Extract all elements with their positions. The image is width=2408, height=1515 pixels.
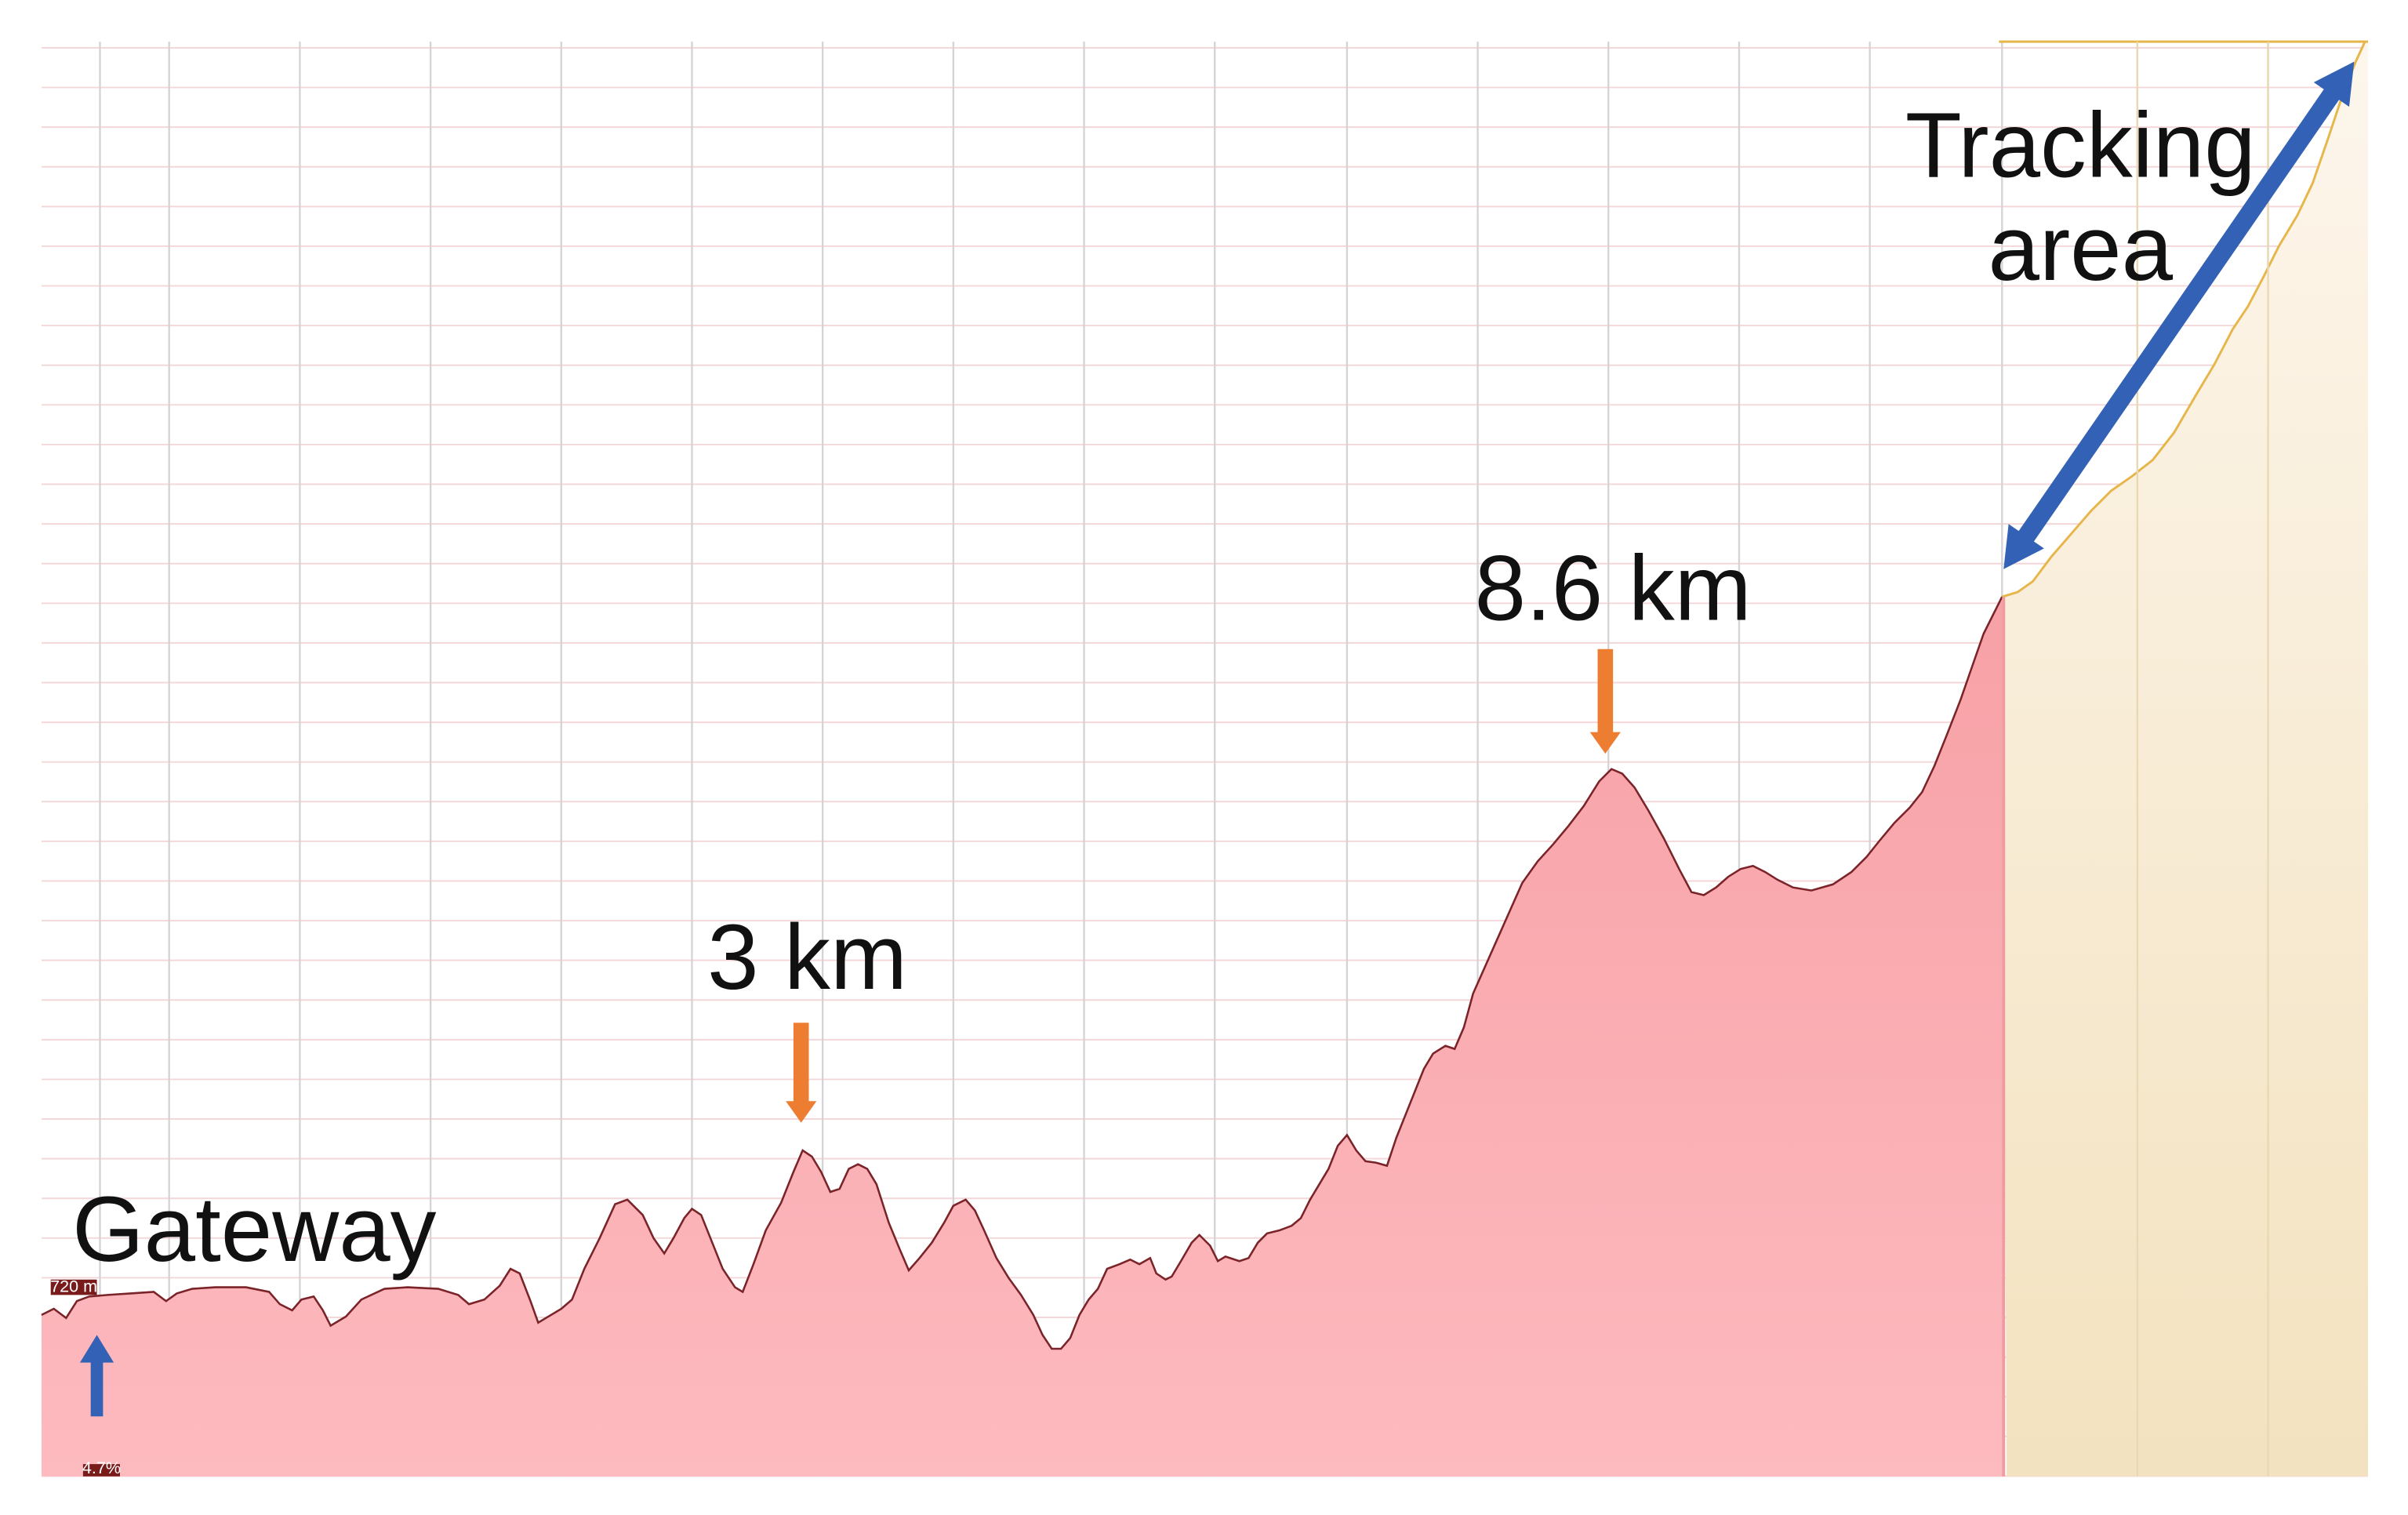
marker-text: 720 m	[50, 1276, 97, 1295]
grade-marker: 4.7%	[82, 1458, 121, 1477]
elevation-marker: 720 m	[50, 1276, 97, 1295]
profile-areas	[41, 40, 2369, 1477]
annotation-tracking: Tracking	[1905, 93, 2256, 197]
annotation-gateway: Gateway	[72, 1177, 436, 1281]
annotation-3km: 3 km	[707, 905, 907, 1008]
tracking-area-arrow	[2003, 61, 2355, 569]
arrow-8-6km	[1589, 649, 1621, 754]
tracking-area-fill	[2002, 42, 2369, 1477]
elevation-area-fill	[41, 597, 2003, 1477]
marker-text: 4.7%	[82, 1458, 121, 1477]
annotation-area: area	[1989, 196, 2174, 300]
annotation-8-6km: 8.6 km	[1475, 536, 1752, 639]
elevation-profile-line	[41, 596, 2003, 1350]
marker-box	[82, 1464, 120, 1477]
marker-box	[50, 1279, 97, 1295]
arrow-3km	[786, 1023, 817, 1123]
double-arrow-shape	[2003, 61, 2355, 569]
gateway-up-arrow	[79, 1335, 114, 1417]
